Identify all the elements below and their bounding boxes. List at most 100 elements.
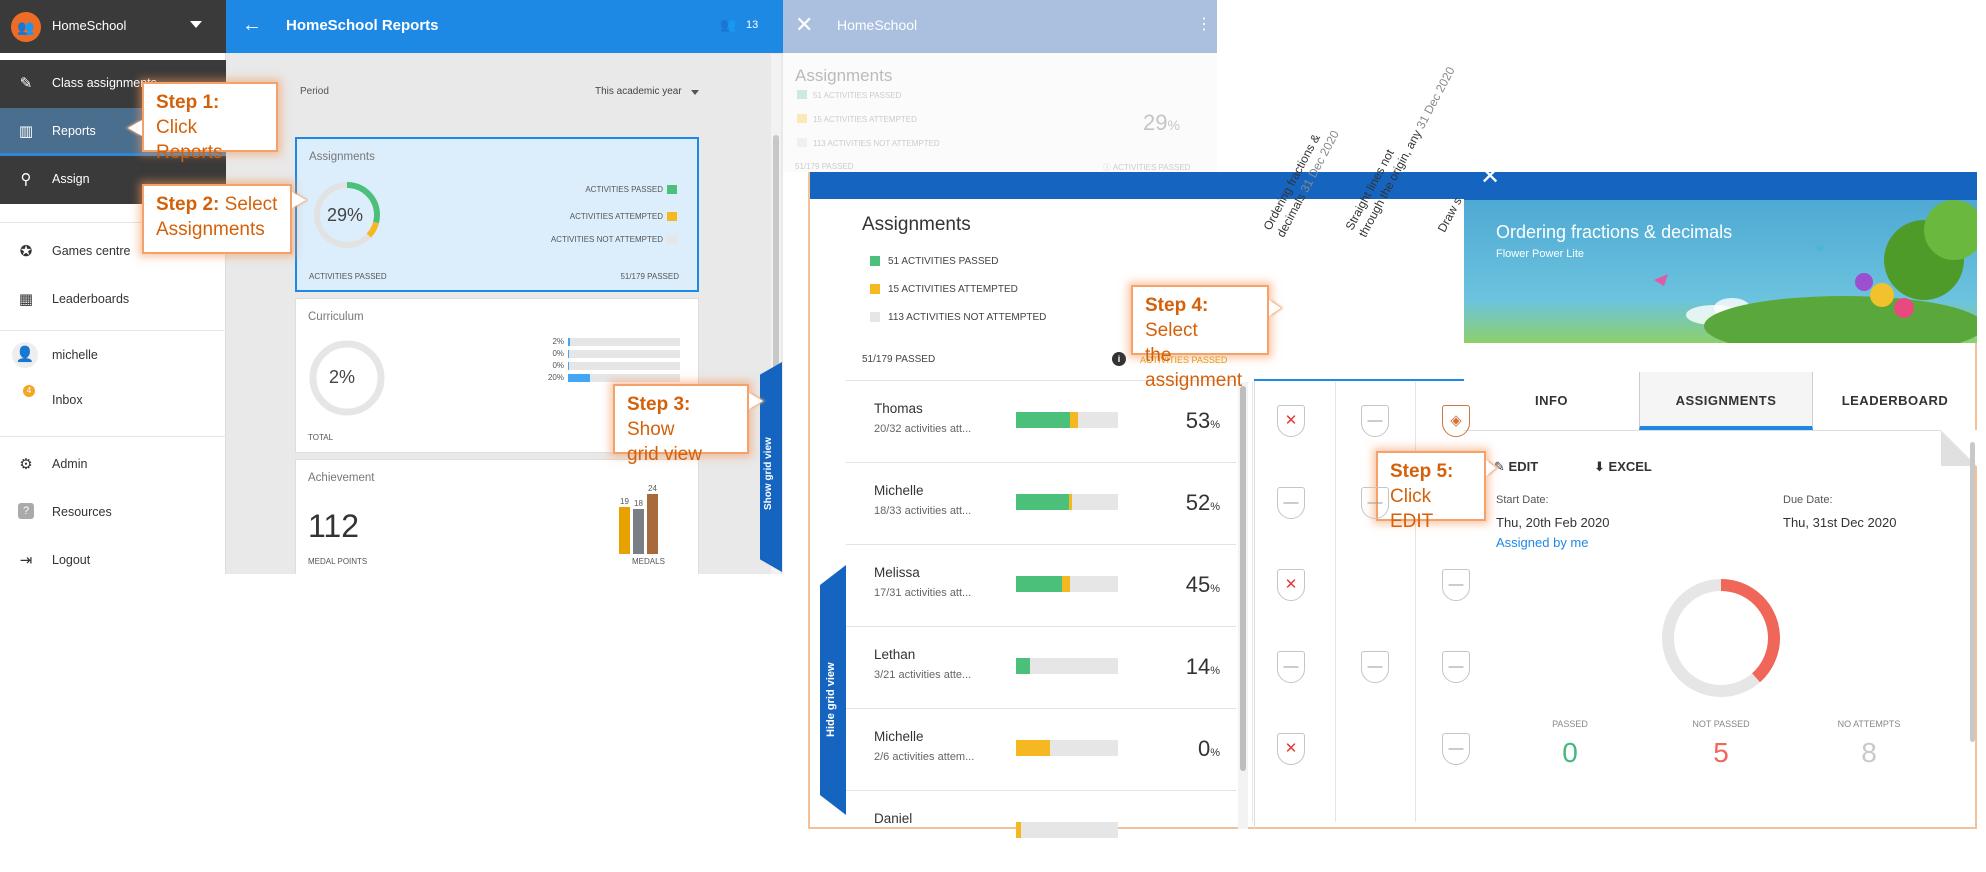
- more-options-icon[interactable]: ⋮: [1196, 16, 1212, 33]
- start-date-value: Thu, 20th Feb 2020: [1496, 515, 1610, 530]
- faded-footer-right-label: ACTIVITIES PASSED: [1112, 163, 1191, 172]
- student-row[interactable]: Daniel: [846, 790, 1236, 872]
- games-icon: ✪: [19, 243, 33, 260]
- close-icon[interactable]: ✕: [795, 12, 814, 37]
- sidebar-item-label: Reports: [52, 124, 96, 138]
- student-name: Daniel: [874, 811, 913, 826]
- back-arrow-icon[interactable]: ←: [242, 14, 262, 36]
- column-divider: [1335, 382, 1336, 822]
- activity-banner: Ordering fractions & decimals Flower Pow…: [1464, 200, 1977, 343]
- sidebar-item-resources[interactable]: ? Resources: [0, 489, 226, 537]
- result-not-attempted-icon[interactable]: —: [1277, 487, 1305, 519]
- tab-info[interactable]: INFO: [1534, 393, 1569, 408]
- flower-shape: [1894, 298, 1914, 318]
- sidebar-item-admin[interactable]: ⚙ Admin: [0, 441, 226, 489]
- tab-assignments[interactable]: ASSIGNMENTS: [1639, 372, 1813, 430]
- result-not-attempted-icon[interactable]: —: [1361, 487, 1389, 519]
- column-divider: [1415, 382, 1416, 822]
- chevron-down-icon[interactable]: [691, 90, 699, 95]
- result-failed-icon[interactable]: ✕: [1277, 569, 1305, 601]
- activity-title: Ordering fractions & decimals: [1496, 222, 1733, 242]
- sidebar-item-inbox[interactable]: Inbox: [0, 377, 226, 425]
- percent-sign: %: [1210, 583, 1220, 595]
- grid-scrollbar[interactable]: [1238, 382, 1248, 829]
- legend-label: ACTIVITIES NOT ATTEMPTED: [550, 235, 663, 244]
- sidebar-item-games-centre[interactable]: ✪ Games centre: [0, 228, 226, 276]
- student-percent-value: 45: [1185, 572, 1211, 597]
- student-row[interactable]: Lethan 3/21 activities atte... 14%: [846, 626, 1236, 708]
- result-medal-icon[interactable]: ◈: [1442, 405, 1470, 437]
- student-name: Melissa: [874, 565, 920, 580]
- callout-text: Show: [627, 419, 675, 440]
- result-not-attempted-icon[interactable]: —: [1361, 405, 1389, 437]
- student-percent: 53%: [1186, 408, 1220, 434]
- edit-button[interactable]: ✎ EDIT: [1494, 459, 1538, 475]
- student-progress-bar: [1016, 740, 1118, 756]
- curriculum-bar-fill: [568, 350, 569, 358]
- assignments-card[interactable]: Assignments 29% ACTIVITIES PASSED ACTIVI…: [295, 137, 699, 292]
- result-not-attempted-icon[interactable]: —: [1277, 651, 1305, 683]
- callout-step: Step 4:: [1145, 295, 1209, 316]
- student-row[interactable]: Melissa 17/31 activities att... 45%: [846, 544, 1236, 626]
- sidebar-item-profile[interactable]: 👤 michelle: [0, 332, 226, 380]
- result-not-attempted-icon[interactable]: —: [1442, 733, 1470, 765]
- callout-step: Step 5:: [1390, 461, 1454, 482]
- tab-leaderboard[interactable]: LEADERBOARD: [1841, 393, 1949, 408]
- curriculum-bar-track: [568, 374, 680, 382]
- bird-shape: [1654, 274, 1668, 286]
- show-grid-view-tab[interactable]: Show grid view: [760, 362, 782, 572]
- hide-grid-view-tab[interactable]: Hide grid view: [820, 565, 846, 815]
- card-title: Assignments: [309, 151, 375, 163]
- curriculum-bar-fill: [568, 374, 591, 382]
- student-percent: 45%: [1186, 572, 1220, 598]
- student-row[interactable]: Thomas 20/32 activities att... 53%: [846, 380, 1236, 462]
- medal-bar: [633, 509, 644, 554]
- student-progress-text: 17/31 activities att...: [874, 587, 972, 599]
- result-not-attempted-icon[interactable]: —: [1361, 651, 1389, 683]
- curriculum-bar-fill: [568, 362, 569, 370]
- result-failed-icon[interactable]: ✕: [1277, 733, 1305, 765]
- period-select[interactable]: This academic year: [595, 86, 682, 97]
- bird-shape: [1814, 244, 1824, 252]
- grid-legend: 113 ACTIVITIES NOT ATTEMPTED: [888, 312, 1047, 323]
- callout-text: Click: [156, 117, 198, 138]
- sidebar-item-label: Admin: [52, 457, 88, 471]
- excel-button[interactable]: ⬇ EXCEL: [1594, 459, 1652, 475]
- student-row[interactable]: Michelle 18/33 activities att... 52%: [846, 462, 1236, 544]
- callout-text-2: Reports: [156, 142, 223, 163]
- achievement-card[interactable]: Achievement 112 MEDAL POINTS 19 18 24 MEDA…: [295, 459, 699, 574]
- sidebar-item-logout[interactable]: ⇥ Logout: [0, 537, 226, 585]
- callout-text-2: grid view: [627, 444, 702, 465]
- legend-not-attempted: ACTIVITIES NOT ATTEMPTED: [550, 235, 677, 245]
- legend-swatch: [870, 256, 880, 266]
- sidebar-item-leaderboards[interactable]: ▦ Leaderboards: [0, 276, 226, 324]
- info-icon[interactable]: i: [1112, 352, 1126, 366]
- student-row[interactable]: Michelle 2/6 activities attem... 0%: [846, 708, 1236, 790]
- callout-arrow: [292, 192, 306, 208]
- student-progress-text: 2/6 activities attem...: [874, 751, 975, 763]
- reports-scrollbar-thumb[interactable]: [773, 135, 779, 560]
- result-not-attempted-icon[interactable]: —: [1442, 569, 1470, 601]
- card-title: Curriculum: [308, 311, 364, 323]
- help-icon: ?: [18, 503, 34, 519]
- sidebar-item-label: Games centre: [52, 244, 131, 258]
- student-percent-value: 14: [1185, 654, 1211, 679]
- admin-gear-icon: ⚙: [19, 456, 33, 473]
- assignment-detail-panel: ✕ Ordering fractions & decimals Flower P…: [1464, 163, 1977, 829]
- people-icon[interactable]: 👥: [720, 17, 737, 32]
- chevron-down-icon[interactable]: [190, 21, 202, 28]
- assigned-by-link[interactable]: Assigned by me: [1496, 535, 1589, 550]
- legend-swatch: [797, 138, 807, 147]
- sidebar-item-label: Resources: [52, 505, 112, 519]
- hide-grid-view-label: Hide grid view: [825, 662, 837, 737]
- close-icon[interactable]: ✕: [1480, 163, 1501, 190]
- grid-scrollbar-thumb[interactable]: [1240, 386, 1246, 771]
- result-failed-icon[interactable]: ✕: [1277, 405, 1305, 437]
- result-not-attempted-icon[interactable]: —: [1442, 651, 1470, 683]
- curriculum-bar-label: 20%: [547, 373, 564, 382]
- sort-label[interactable]: ACTIVITIES PASSED: [1140, 355, 1228, 365]
- detail-scrollbar[interactable]: [1970, 442, 1975, 742]
- stat-not-passed-label: NOT PASSED: [1692, 719, 1750, 729]
- school-switcher[interactable]: 👥 HomeSchool: [0, 0, 226, 53]
- curriculum-card[interactable]: Curriculum 2% 2% 0% 0% 20% TOTAL: [295, 298, 699, 453]
